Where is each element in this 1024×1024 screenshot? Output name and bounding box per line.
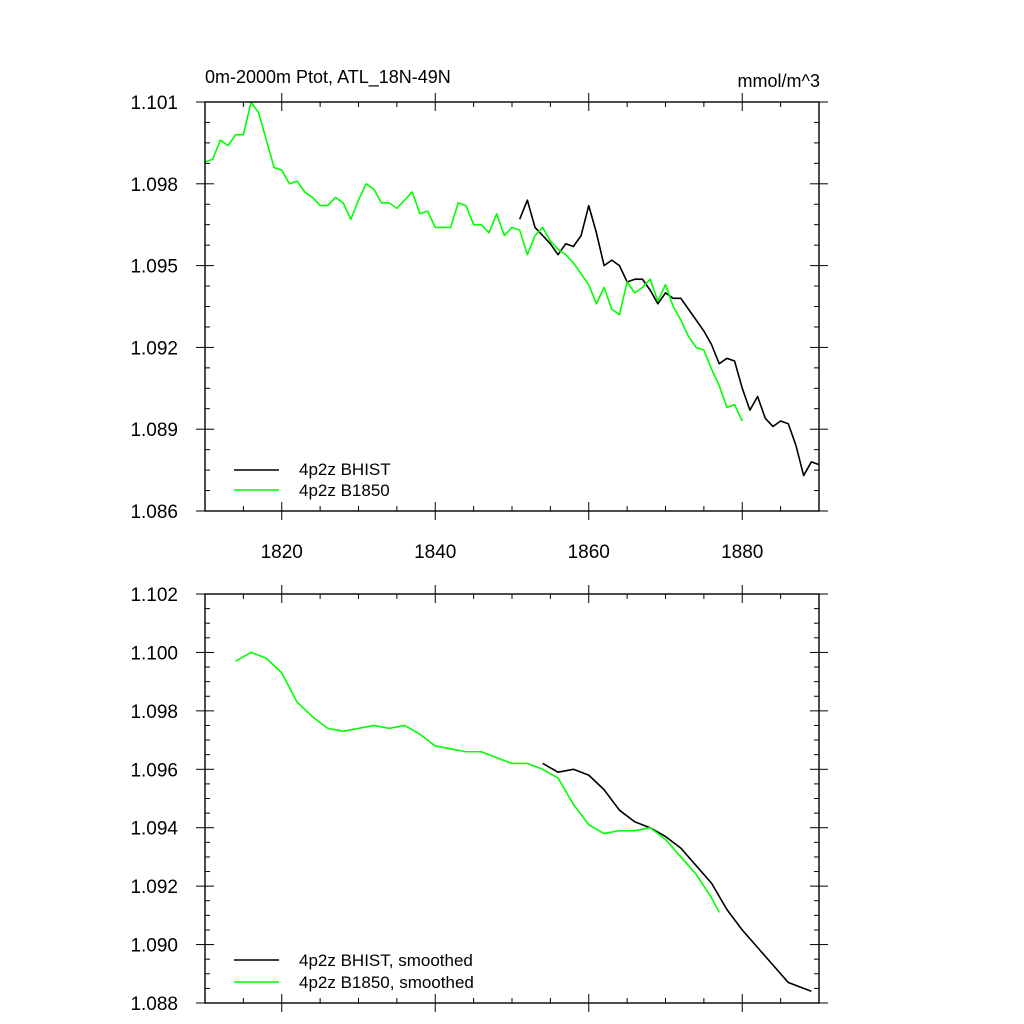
panel-bottom: 1.088 1.090 1.092 1.094 1.096 1.098 1.100 1.102… [130,585,828,1015]
series-line-bottom-4p2z-bhist-smoothed [542,762,812,993]
y-tick-label: 1.094 [130,819,178,840]
panel-top-legend: 4p2z BHIST 4p2z B1850 [234,460,391,500]
panel-top: 0m-2000m Ptot, ATL_18N-49N mmol/m^3 1820… [130,67,828,563]
y-tick-label: 1.089 [130,420,178,441]
series-line-bottom-4p2z-b1850-smoothed [235,651,720,913]
x-tick-label: 1840 [414,542,456,563]
y-tick-label: 1.088 [130,994,178,1015]
legend-label-b1850-smoothed: 4p2z B1850, smoothed [299,973,474,992]
y-tick-label: 1.086 [130,502,178,523]
panel-top-units: mmol/m^3 [738,71,820,91]
y-tick-label: 1.096 [130,760,178,781]
panel-bottom-ticks: 1.088 1.090 1.092 1.094 1.096 1.098 1.100 1.102 [130,585,828,1015]
y-tick-label: 1.090 [130,936,178,957]
y-tick-label: 1.101 [130,93,178,114]
y-tick-label: 1.102 [130,585,178,606]
y-tick-label: 1.092 [130,877,178,898]
y-tick-label: 1.098 [130,175,178,196]
x-tick-label: 1880 [721,542,763,563]
panel-bottom-legend: 4p2z BHIST, smoothed 4p2z B1850, smoothe… [234,951,474,992]
series-line-top-4p2z-b1850 [204,101,743,422]
panel-top-series [204,101,820,477]
x-tick-label: 1820 [261,542,303,563]
legend-label-bhist-smoothed: 4p2z BHIST, smoothed [299,951,473,970]
y-tick-label: 1.100 [130,643,178,664]
y-tick-label: 1.092 [130,338,178,359]
panel-top-ticks: 1820 1840 1860 1880 1.086 1.089 1.092 1.095 1.09… [130,93,828,563]
panel-bottom-series [235,651,812,993]
legend-label-b1850: 4p2z B1850 [299,481,390,500]
x-tick-label: 1860 [568,542,610,563]
panel-top-title: 0m-2000m Ptot, ATL_18N-49N [205,67,451,88]
legend-label-bhist: 4p2z BHIST [299,460,391,479]
y-tick-label: 1.095 [130,257,178,278]
y-tick-label: 1.098 [130,702,178,723]
